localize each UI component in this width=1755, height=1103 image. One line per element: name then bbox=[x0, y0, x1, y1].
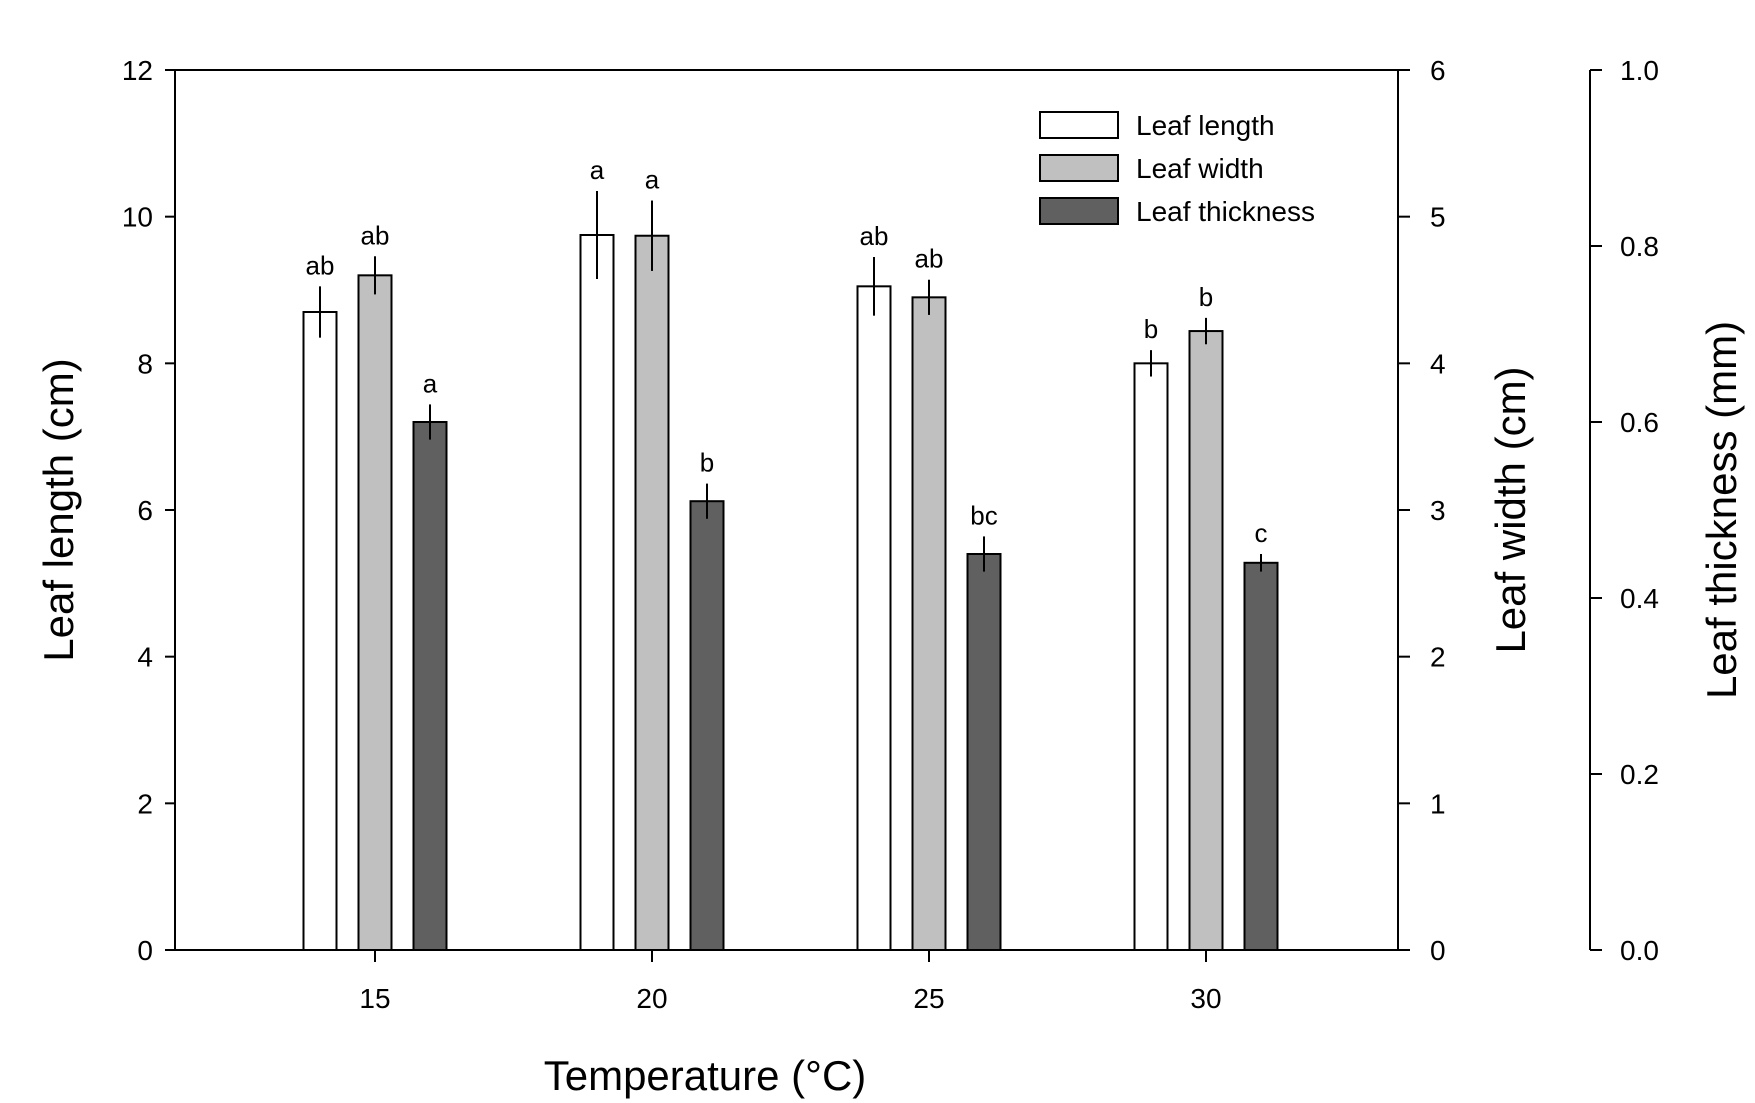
bar bbox=[689, 500, 725, 951]
left-axis-tick-label: 10 bbox=[122, 202, 153, 233]
legend-label: Leaf thickness bbox=[1136, 196, 1315, 227]
bar bbox=[1243, 561, 1279, 951]
bar bbox=[1133, 362, 1169, 952]
significance-label: a bbox=[645, 165, 660, 195]
legend-label: Leaf width bbox=[1136, 153, 1264, 184]
legend-label: Leaf length bbox=[1136, 110, 1275, 141]
far-right-axis-tick-label: 0.2 bbox=[1620, 759, 1659, 790]
x-axis-tick-label: 25 bbox=[913, 983, 944, 1014]
far-right-axis-title: Leaf thickness (mm) bbox=[1698, 321, 1745, 699]
left-axis-tick-label: 4 bbox=[137, 642, 153, 673]
significance-label: c bbox=[1255, 518, 1268, 548]
right-axis-tick-label: 4 bbox=[1430, 348, 1446, 379]
significance-label: b bbox=[1199, 282, 1213, 312]
bar bbox=[579, 234, 615, 951]
bar bbox=[634, 234, 670, 951]
right-axis-tick-label: 3 bbox=[1430, 495, 1446, 526]
legend-swatch bbox=[1039, 154, 1119, 182]
left-axis-title: Leaf length (cm) bbox=[35, 358, 82, 661]
legend-swatch bbox=[1039, 111, 1119, 139]
significance-label: a bbox=[590, 155, 605, 185]
x-axis-tick-label: 20 bbox=[636, 983, 667, 1014]
right-axis: 0 1 2 3 4 5 6 bbox=[1397, 55, 1446, 966]
bar bbox=[357, 274, 393, 952]
bar bbox=[966, 553, 1002, 951]
right-axis-tick-label: 1 bbox=[1430, 788, 1446, 819]
left-axis-tick-label: 6 bbox=[137, 495, 153, 526]
bar bbox=[1188, 330, 1224, 952]
left-axis-tick-label: 12 bbox=[122, 55, 153, 86]
significance-label: ab bbox=[860, 221, 889, 251]
left-axis-tick-label: 0 bbox=[137, 935, 153, 966]
right-axis-tick-label: 0 bbox=[1430, 935, 1446, 966]
left-axis: 0 2 4 6 8 10 12 bbox=[122, 55, 176, 966]
right-axis-title: Leaf width (cm) bbox=[1487, 366, 1534, 653]
far-right-axis-tick-label: 0.8 bbox=[1620, 231, 1659, 262]
far-right-axis: 0.0 0.2 0.4 0.6 0.8 1.0 bbox=[1589, 55, 1659, 966]
right-axis-tick-label: 2 bbox=[1430, 642, 1446, 673]
significance-label: ab bbox=[361, 220, 390, 250]
far-right-axis-tick-label: 1.0 bbox=[1620, 55, 1659, 86]
legend: Leaf length Leaf width Leaf thickness bbox=[1039, 110, 1315, 227]
far-right-axis-tick-label: 0.4 bbox=[1620, 583, 1659, 614]
left-axis-tick-label: 2 bbox=[137, 788, 153, 819]
bar bbox=[412, 421, 448, 951]
significance-label: a bbox=[423, 368, 438, 398]
right-axis-tick-label: 5 bbox=[1430, 202, 1446, 233]
bar bbox=[856, 285, 892, 952]
x-axis-title: Temperature (°C) bbox=[544, 1052, 867, 1099]
far-right-axis-tick-label: 0.0 bbox=[1620, 935, 1659, 966]
x-axis: 15 20 25 30 bbox=[359, 950, 1222, 1014]
far-right-axis-tick-label: 0.6 bbox=[1620, 407, 1659, 438]
x-axis-tick-label: 30 bbox=[1190, 983, 1221, 1014]
x-axis-tick-label: 15 bbox=[359, 983, 390, 1014]
significance-label: ab bbox=[915, 244, 944, 274]
significance-label: b bbox=[700, 448, 714, 478]
right-axis-tick-label: 6 bbox=[1430, 55, 1446, 86]
bar bbox=[911, 296, 947, 952]
bar bbox=[302, 311, 338, 951]
significance-label: bc bbox=[970, 500, 997, 530]
significance-label: ab bbox=[306, 250, 335, 280]
significance-label: b bbox=[1144, 314, 1158, 344]
left-axis-tick-label: 8 bbox=[137, 348, 153, 379]
legend-swatch bbox=[1039, 197, 1119, 225]
